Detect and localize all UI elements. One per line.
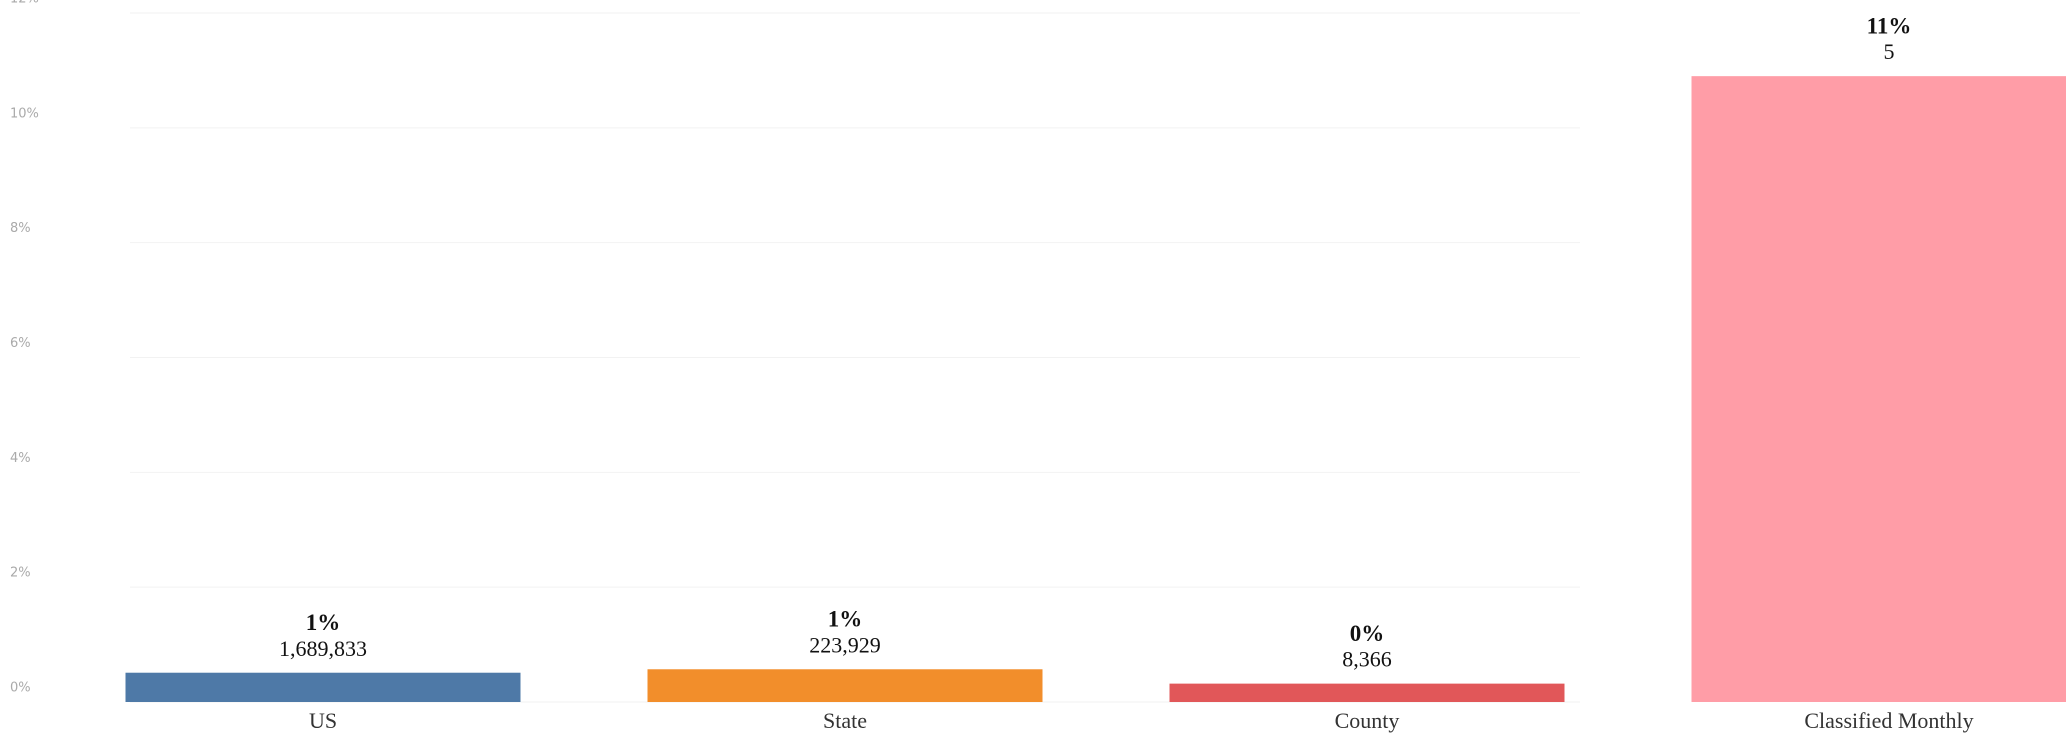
value-label: 11% (1867, 13, 1912, 38)
y-tick-label: 0% (10, 681, 31, 696)
x-tick-label: Classified Monthly (1804, 708, 1973, 733)
x-tick-label: State (823, 708, 867, 733)
y-tick-label: 8% (10, 221, 31, 236)
y-tick-label: 12% (10, 0, 39, 7)
bar (1691, 76, 2066, 703)
x-tick-label: US (309, 708, 337, 733)
count-label: 5 (1884, 39, 1895, 64)
count-label: 223,929 (809, 632, 881, 657)
count-label: 8,366 (1342, 647, 1392, 672)
bar (647, 669, 1043, 702)
bar (1169, 683, 1565, 702)
count-label: 1,689,833 (279, 636, 367, 661)
y-tick-label: 6% (10, 336, 31, 351)
y-tick-label: 10% (10, 106, 39, 121)
value-label: 1% (306, 610, 341, 635)
bar (125, 672, 521, 702)
y-tick-label: 4% (10, 451, 31, 466)
x-tick-label: County (1335, 708, 1400, 733)
value-label: 0% (1350, 621, 1385, 646)
value-label: 1% (828, 607, 863, 632)
y-tick-label: 2% (10, 566, 31, 581)
